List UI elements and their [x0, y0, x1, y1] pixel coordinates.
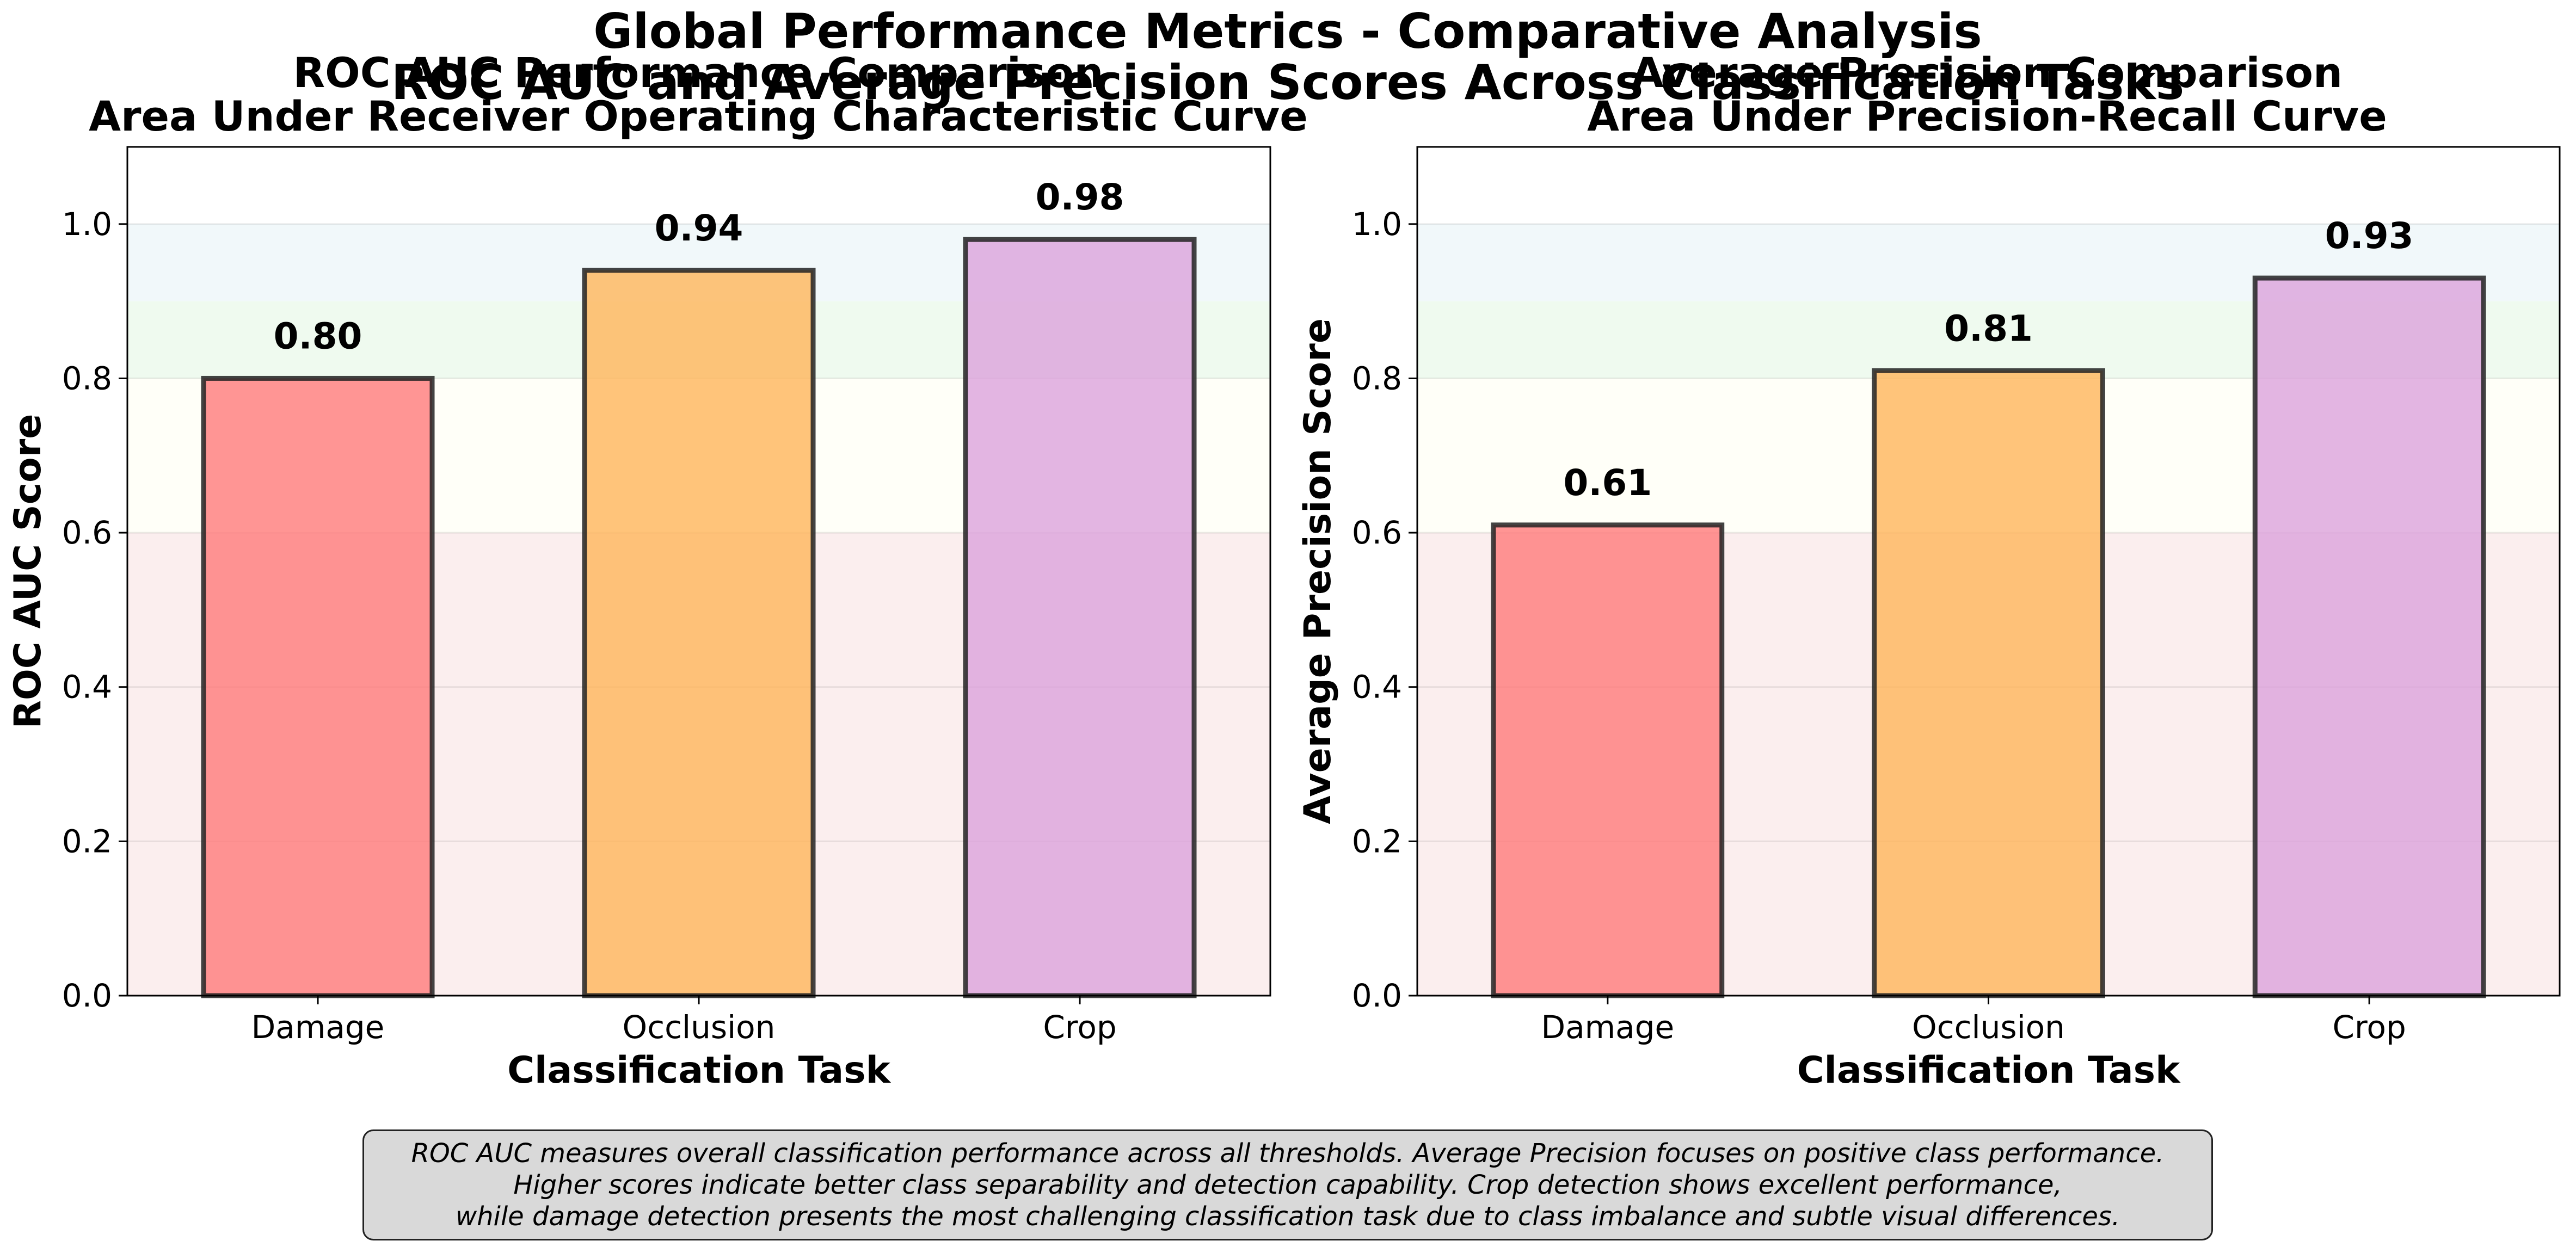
average-precision-x-axis-label: Classification Task	[1797, 1049, 2181, 1092]
average-precision-xtick-label-occlusion: Occlusion	[1912, 1009, 2065, 1046]
roc-auc-value-label-crop: 0.98	[1036, 176, 1124, 218]
average-precision-bar-damage	[1491, 522, 1725, 998]
roc-auc-ytick-label-2: 0.4	[62, 669, 112, 706]
average-precision-xtick-label-damage: Damage	[1541, 1009, 1674, 1046]
explanation-note: ROC AUC measures overall classification …	[362, 1129, 2213, 1240]
right-chart-title: Average Precision Comparison	[1632, 48, 2343, 97]
average-precision-ytick-label-5: 1.0	[1352, 206, 1402, 243]
average-precision-bar-crop	[2252, 275, 2486, 998]
average-precision-bar-occlusion	[1872, 368, 2105, 998]
roc-auc-bar-crop	[963, 237, 1197, 998]
suptitle-line2: ROC AUC and Average Precision Scores Acr…	[391, 54, 2185, 110]
average-precision-y-axis-label: Average Precision Score	[1296, 318, 1339, 824]
left-chart-title: ROC AUC Performance Comparison	[293, 48, 1104, 97]
average-precision-ytick-label-2: 0.4	[1352, 669, 1402, 706]
roc-auc-xtick-label-occlusion: Occlusion	[623, 1009, 776, 1046]
note-line-2: Higher scores indicate better class sepa…	[513, 1170, 2062, 1200]
average-precision-chart: 0.61 0.81 0.93 0.0 0.2 0.4 0.6 0.8 1.0 Damage Occl…	[1296, 146, 2561, 1092]
roc-auc-bar-occlusion	[582, 268, 816, 998]
roc-auc-chart: 0.80 0.94 0.98 0.0 0.2 0.4 0.6 0.8 1.0 Damage Occl…	[7, 146, 1271, 1092]
roc-auc-xtick-label-damage: Damage	[251, 1009, 385, 1046]
roc-auc-value-label-occlusion: 0.94	[655, 207, 743, 249]
average-precision-ytick-label-1: 0.2	[1352, 823, 1402, 860]
right-chart-subtitle: Area Under Precision-Recall Curve	[1587, 92, 2387, 140]
left-chart-subtitle: Area Under Receiver Operating Characteri…	[89, 92, 1308, 140]
note-line-3: while damage detection presents the most…	[455, 1201, 2120, 1232]
average-precision-value-label-damage: 0.61	[1563, 462, 1652, 504]
roc-auc-y-axis-label: ROC AUC Score	[7, 414, 50, 729]
roc-auc-value-label-damage: 0.80	[274, 315, 362, 357]
suptitle: Global Performance Metrics - Comparative…	[593, 3, 1982, 59]
roc-auc-ytick-label-4: 0.8	[62, 360, 112, 397]
average-precision-value-label-crop: 0.93	[2325, 215, 2414, 257]
average-precision-ytick-label-0: 0.0	[1352, 977, 1402, 1014]
roc-auc-ytick-label-1: 0.2	[62, 823, 112, 860]
roc-auc-xtick-label-crop: Crop	[1043, 1009, 1116, 1046]
roc-auc-x-axis-label: Classification Task	[507, 1049, 892, 1092]
roc-auc-bar-damage	[201, 375, 435, 998]
roc-auc-ytick-label-0: 0.0	[62, 977, 112, 1014]
roc-auc-ytick-label-3: 0.6	[62, 514, 112, 551]
roc-auc-ytick-label-5: 1.0	[62, 206, 112, 243]
average-precision-ytick-label-3: 0.6	[1352, 514, 1402, 551]
average-precision-xtick-label-crop: Crop	[2332, 1009, 2406, 1046]
note-line-1: ROC AUC measures overall classification …	[411, 1138, 2165, 1169]
average-precision-ytick-label-4: 0.8	[1352, 360, 1402, 397]
average-precision-value-label-occlusion: 0.81	[1944, 307, 2033, 349]
